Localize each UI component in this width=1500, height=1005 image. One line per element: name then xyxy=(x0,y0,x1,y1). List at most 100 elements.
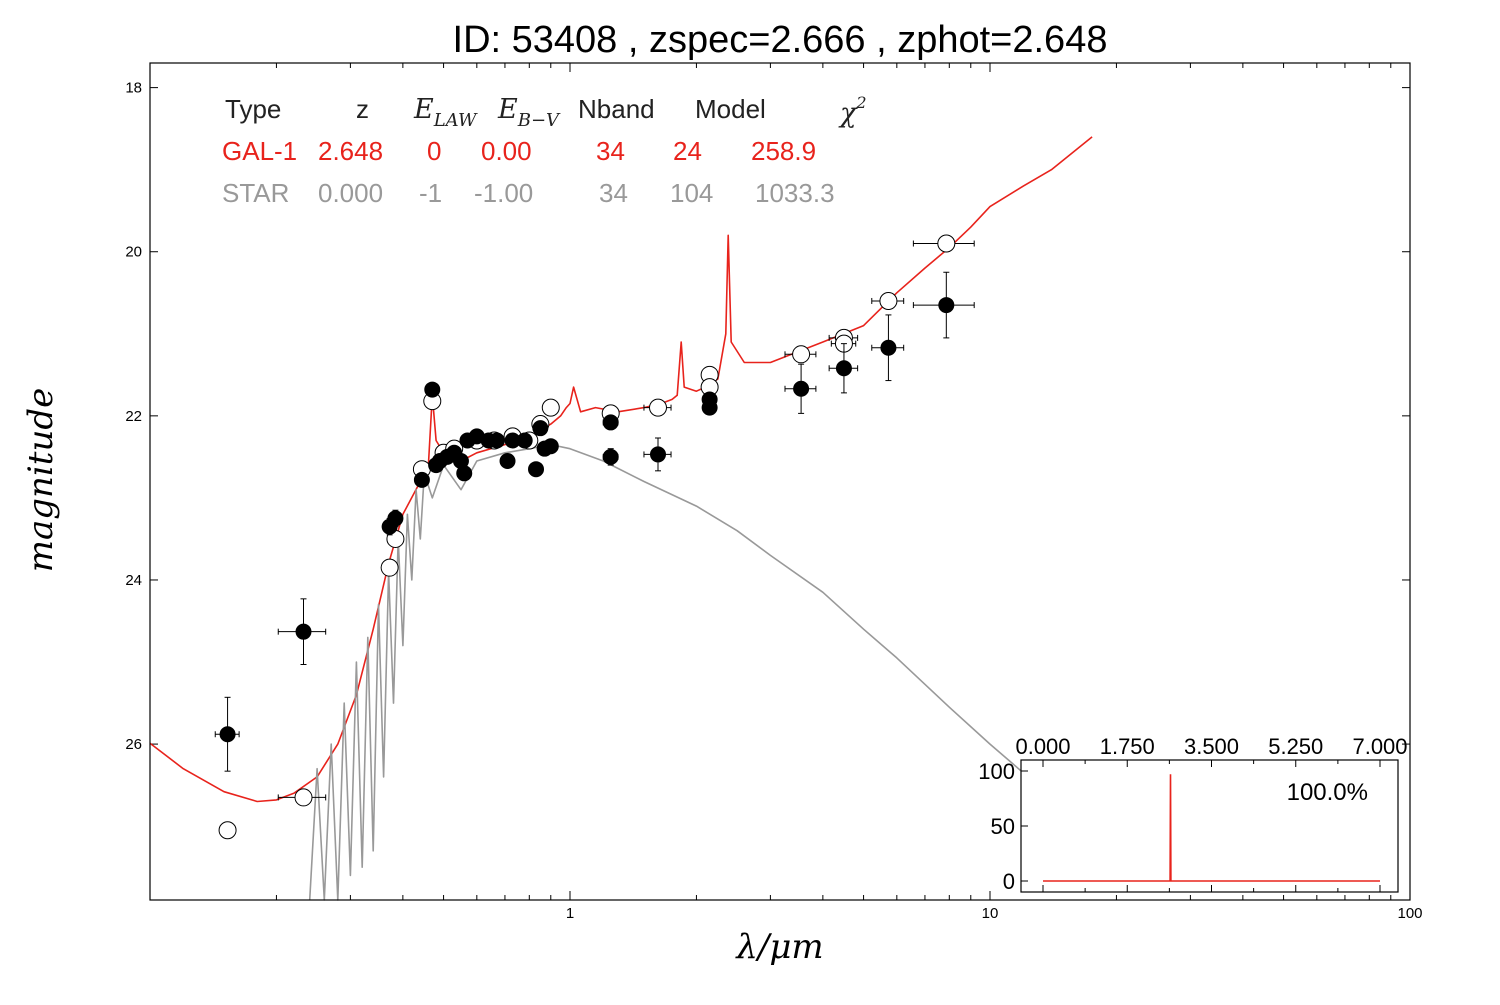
observed-marker xyxy=(528,461,545,478)
model-point xyxy=(643,398,672,417)
observed-marker xyxy=(413,471,430,488)
model-point xyxy=(541,398,560,417)
observed-marker xyxy=(880,339,897,356)
model-marker xyxy=(648,398,667,417)
observed-point xyxy=(532,420,549,437)
x-tick-label: 1 xyxy=(566,905,574,922)
observed-marker xyxy=(488,432,505,449)
y-tick-label: 22 xyxy=(125,408,142,425)
model-point xyxy=(912,234,975,253)
star-type: STAR xyxy=(222,178,289,208)
observed-point xyxy=(488,432,505,449)
inset-frame xyxy=(1020,759,1399,893)
observed-point xyxy=(413,471,430,488)
plot-frame xyxy=(149,62,1411,901)
observed-marker xyxy=(602,414,619,431)
observed-point xyxy=(424,381,441,398)
model-marker xyxy=(218,821,237,840)
observed-marker xyxy=(516,432,533,449)
header-chi2: χ2 xyxy=(838,93,867,129)
gal-model: 24 xyxy=(673,136,702,166)
star-chi2: 1033.3 xyxy=(755,178,835,208)
header-chi2-symbol: χ xyxy=(838,98,858,129)
inset-line-layer xyxy=(1043,774,1380,882)
table-row-gal: GAL-1 2.648 0 0.00 34 24 258.9 xyxy=(222,136,816,166)
star-ebv: -1.00 xyxy=(474,178,533,208)
series-layer xyxy=(149,136,1093,901)
observed-marker xyxy=(835,360,852,377)
model-point xyxy=(277,788,327,807)
gal-z: 2.648 xyxy=(318,136,383,166)
inset-top-tick-label: 0.000 xyxy=(1015,734,1070,759)
chart-title: ID: 53408 , zspec=2.666 , zphot=2.648 xyxy=(453,19,1108,61)
header-ebv-subscript: B−V xyxy=(517,110,561,131)
observed-marker xyxy=(295,623,312,640)
observed-point xyxy=(387,509,404,528)
model-marker xyxy=(879,291,898,310)
model-marker xyxy=(937,234,956,253)
observed-marker xyxy=(938,297,955,314)
observed-point xyxy=(456,465,473,482)
y-tick-label: 18 xyxy=(125,80,142,97)
observed-marker xyxy=(499,452,516,469)
observed-point xyxy=(214,696,240,772)
model-marker xyxy=(380,558,399,577)
observed-marker xyxy=(701,399,718,416)
header-elaw: ELAW xyxy=(413,94,478,131)
y-tick-label: 24 xyxy=(125,572,142,589)
observed-point xyxy=(602,448,619,466)
model-point xyxy=(871,291,905,310)
observed-marker xyxy=(793,380,810,397)
y-axis-label: magnitude xyxy=(21,388,61,573)
observed-point xyxy=(784,363,817,414)
star-z: 0.000 xyxy=(318,178,383,208)
inset-y-tick-label: 0 xyxy=(1003,869,1015,894)
observed-marker xyxy=(542,438,559,455)
star-elaw: -1 xyxy=(419,178,442,208)
gal-elaw: 0 xyxy=(427,136,441,166)
header-elaw-symbol: E xyxy=(413,94,434,125)
model-point xyxy=(218,821,237,840)
x-tick-label: 100 xyxy=(1397,905,1422,922)
observed-point xyxy=(871,314,905,382)
header-z: z xyxy=(356,94,369,124)
gal-ebv: 0.00 xyxy=(481,136,532,166)
observed-marker xyxy=(219,726,236,743)
observed-point xyxy=(912,271,975,339)
y-tick-label: 20 xyxy=(125,244,142,261)
inset-top-tick-label: 3.500 xyxy=(1184,734,1239,759)
model-marker xyxy=(541,398,560,417)
observed-marker xyxy=(649,446,666,463)
inset-top-tick-label: 7.000 xyxy=(1352,734,1407,759)
header-ebv-symbol: E xyxy=(497,94,518,125)
observed-point xyxy=(499,452,516,469)
observed-point xyxy=(528,461,545,478)
table-row-star: STAR 0.000 -1 -1.00 34 104 1033.3 xyxy=(222,178,835,208)
inset-top-tick-label: 5.250 xyxy=(1268,734,1323,759)
inset-y-tick-label: 50 xyxy=(991,814,1015,839)
y-tick-label: 26 xyxy=(125,736,142,753)
inset-y-tick-label: 100 xyxy=(978,759,1015,784)
observed-point xyxy=(828,343,859,394)
model-point xyxy=(380,558,399,577)
observed-marker xyxy=(387,510,404,527)
gal-type: GAL-1 xyxy=(222,136,297,166)
x-axis-label: λ/μm xyxy=(734,927,823,967)
observed-point xyxy=(542,438,559,455)
observed-marker xyxy=(424,381,441,398)
inset-top-tick-label: 1.750 xyxy=(1100,734,1155,759)
header-type: Type xyxy=(225,94,281,124)
points-layer xyxy=(214,234,975,840)
observed-point xyxy=(643,437,672,472)
inset-pdf-line xyxy=(1043,774,1380,882)
x-tick-label: 10 xyxy=(982,905,999,922)
inset-ticks: 0.000 1.750 3.500 5.250 7.000 100 50 0 xyxy=(978,734,1407,894)
observed-marker xyxy=(532,420,549,437)
star-template-line xyxy=(308,443,1039,901)
observed-point xyxy=(468,428,485,445)
model-marker xyxy=(792,345,811,364)
star-nband: 34 xyxy=(599,178,628,208)
fit-summary-table: Type z ELAW EB−V Nband Model χ2 GAL-1 2.… xyxy=(222,93,867,208)
